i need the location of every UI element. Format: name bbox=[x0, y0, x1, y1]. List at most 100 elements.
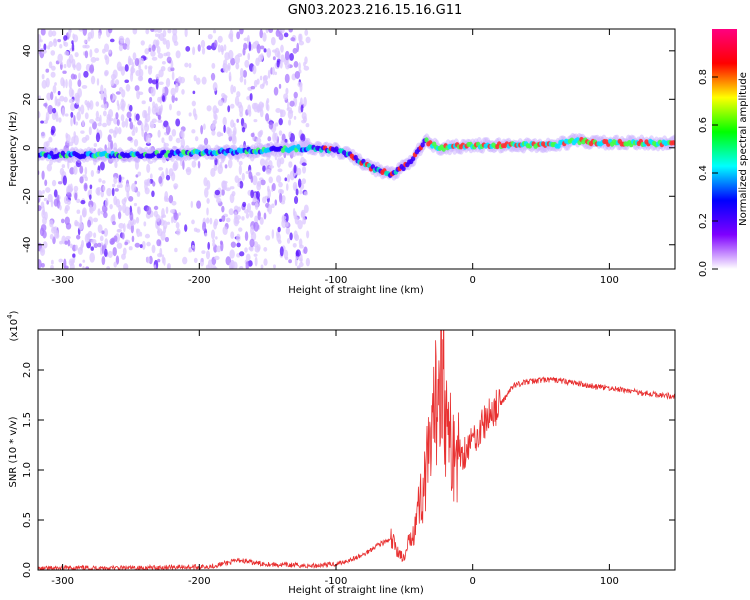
noise-speckle bbox=[221, 185, 227, 190]
noise-speckle bbox=[109, 93, 113, 100]
noise-speckle bbox=[121, 232, 125, 240]
snr-multiplier: (x104) bbox=[6, 310, 20, 341]
noise-speckle bbox=[83, 39, 87, 44]
noise-speckle bbox=[134, 160, 140, 170]
noise-speckle bbox=[176, 110, 181, 116]
noise-speckle bbox=[144, 65, 148, 70]
noise-speckle bbox=[45, 140, 50, 147]
noise-speckle bbox=[42, 216, 47, 225]
noise-speckle bbox=[101, 230, 105, 235]
noise-speckle bbox=[96, 190, 101, 196]
noise-speckle bbox=[174, 247, 178, 253]
noise-speckle bbox=[81, 84, 88, 89]
noise-speckle bbox=[70, 243, 73, 249]
noise-speckle bbox=[158, 175, 163, 184]
noise-speckle bbox=[185, 45, 191, 52]
noise-speckle bbox=[50, 91, 54, 101]
noise-speckle bbox=[49, 233, 54, 240]
noise-speckle bbox=[241, 126, 246, 133]
noise-speckle bbox=[42, 189, 45, 194]
noise-speckle bbox=[126, 190, 130, 199]
noise-speckle bbox=[210, 264, 217, 269]
noise-speckle bbox=[284, 50, 290, 61]
noise-speckle bbox=[118, 44, 123, 52]
noise-speckle bbox=[303, 96, 307, 107]
y-tick-label: 2.0 bbox=[22, 362, 33, 378]
noise-speckle bbox=[281, 195, 286, 203]
band-point bbox=[410, 156, 416, 162]
noise-speckle bbox=[61, 107, 66, 117]
noise-speckle bbox=[289, 232, 293, 241]
noise-speckle bbox=[92, 121, 97, 130]
noise-speckle bbox=[229, 249, 235, 259]
noise-speckle bbox=[213, 39, 218, 48]
noise-speckle bbox=[135, 216, 140, 224]
noise-speckle bbox=[272, 56, 276, 61]
noise-speckle bbox=[80, 104, 85, 115]
noise-speckle bbox=[87, 219, 92, 228]
noise-speckle bbox=[69, 29, 72, 33]
noise-speckle bbox=[97, 32, 101, 39]
y-tick-label: 0 bbox=[22, 145, 33, 151]
noise-speckle bbox=[280, 44, 284, 53]
noise-speckle bbox=[193, 74, 197, 82]
noise-speckle bbox=[234, 211, 238, 221]
noise-speckle bbox=[156, 29, 163, 34]
noise-speckle bbox=[256, 180, 262, 187]
noise-speckle bbox=[134, 57, 140, 67]
noise-speckle bbox=[136, 206, 140, 214]
noise-speckle bbox=[210, 229, 216, 240]
noise-speckle bbox=[238, 160, 243, 166]
noise-speckle bbox=[74, 192, 78, 201]
noise-speckle bbox=[108, 29, 113, 34]
noise-speckle bbox=[97, 242, 102, 248]
noise-speckle bbox=[81, 119, 85, 127]
noise-speckle bbox=[144, 233, 151, 239]
noise-speckle bbox=[252, 175, 258, 186]
noise-speckle bbox=[116, 229, 121, 233]
noise-speckle bbox=[55, 232, 60, 239]
noise-speckle bbox=[239, 180, 244, 189]
noise-speckle bbox=[59, 95, 65, 102]
noise-speckle bbox=[48, 136, 53, 143]
noise-speckle bbox=[284, 177, 288, 182]
noise-speckle bbox=[151, 79, 158, 85]
noise-speckle bbox=[102, 180, 106, 184]
noise-speckle bbox=[122, 43, 128, 50]
noise-speckle bbox=[170, 87, 176, 96]
noise-speckle bbox=[199, 257, 205, 267]
noise-speckle bbox=[203, 137, 209, 146]
noise-speckle bbox=[232, 130, 237, 135]
noise-speckle bbox=[61, 164, 66, 169]
noise-speckle bbox=[305, 36, 311, 44]
noise-speckle bbox=[54, 95, 58, 107]
noise-speckle bbox=[108, 128, 114, 134]
noise-speckle bbox=[249, 92, 253, 101]
noise-speckle bbox=[202, 221, 207, 232]
noise-speckle bbox=[133, 112, 137, 122]
snr-frame bbox=[37, 329, 676, 571]
noise-speckle bbox=[228, 33, 234, 40]
noise-speckle bbox=[289, 53, 294, 61]
noise-speckle bbox=[141, 100, 146, 105]
noise-speckle bbox=[260, 264, 264, 269]
noise-speckle bbox=[286, 174, 291, 183]
noise-speckle bbox=[74, 219, 79, 227]
noise-speckle bbox=[215, 108, 219, 114]
noise-speckle bbox=[102, 122, 108, 128]
noise-speckle bbox=[293, 115, 297, 120]
noise-speckle bbox=[279, 29, 285, 34]
noise-speckle bbox=[188, 112, 192, 117]
noise-speckle bbox=[171, 129, 177, 137]
noise-speckle bbox=[251, 201, 256, 206]
noise-speckle bbox=[278, 130, 283, 136]
noise-speckle bbox=[290, 37, 296, 42]
noise-speckle bbox=[273, 86, 279, 96]
noise-speckle bbox=[248, 246, 253, 251]
noise-speckle bbox=[118, 86, 124, 92]
noise-speckle bbox=[165, 206, 169, 214]
noise-speckle bbox=[148, 47, 152, 52]
noise-speckle bbox=[112, 213, 116, 223]
noise-speckle bbox=[60, 61, 63, 65]
noise-speckle bbox=[107, 134, 112, 143]
